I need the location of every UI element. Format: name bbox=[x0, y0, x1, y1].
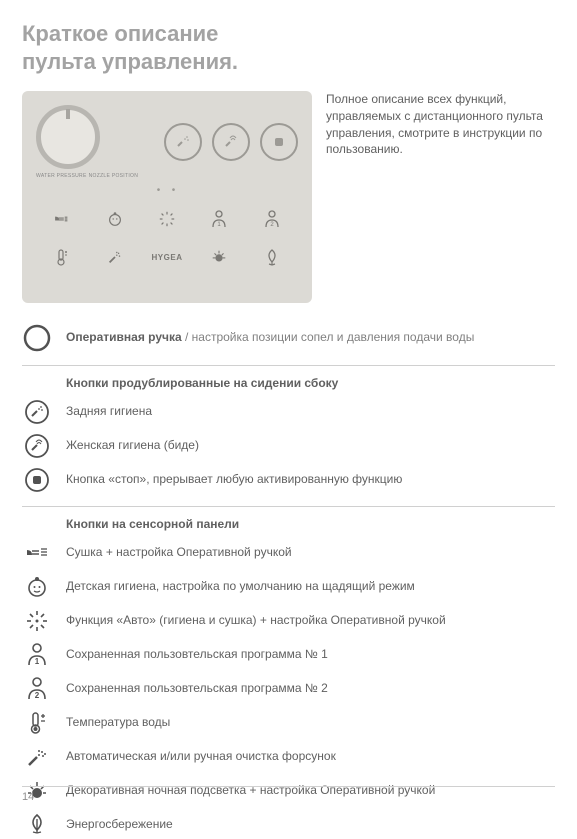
user2-icon: 2 bbox=[22, 677, 52, 701]
list-item: Температура воды bbox=[22, 709, 555, 737]
child-icon bbox=[94, 202, 134, 236]
auto-icon bbox=[22, 610, 52, 632]
side-buttons-heading: Кнопки продублированные на сидении сбоку bbox=[66, 376, 555, 390]
temperature-icon bbox=[42, 240, 82, 274]
user1-icon: 1 bbox=[22, 643, 52, 667]
front-wash-icon bbox=[212, 123, 250, 161]
list-item: Сушка + настройка Оперативной ручкой bbox=[22, 539, 555, 567]
list-item: Энергосбережение bbox=[22, 811, 555, 839]
clean-icon bbox=[94, 240, 134, 274]
user1-icon: 1 bbox=[199, 202, 239, 236]
list-item: Детская гигиена, настройка по умолчанию … bbox=[22, 573, 555, 601]
control-panel-illustration: WATER PRESSURE NOZZLE POSITION • • 1 2 bbox=[22, 91, 312, 303]
knob-row: Оперативная ручка / настройка позиции со… bbox=[22, 323, 555, 353]
list-item: Автоматическая и/или ручная очистка форс… bbox=[22, 743, 555, 771]
dryer-icon bbox=[42, 202, 82, 236]
touch-panel-heading: Кнопки на сенсорной панели bbox=[66, 517, 555, 531]
svg-text:2: 2 bbox=[270, 222, 274, 228]
auto-icon bbox=[147, 202, 187, 236]
divider bbox=[22, 506, 555, 507]
list-item: Женская гигиена (биде) bbox=[22, 432, 555, 460]
dial-icon bbox=[36, 105, 100, 169]
page-title: Краткое описание пульта управления. bbox=[22, 20, 555, 75]
panel-icon-grid: 1 2 HYGEA bbox=[36, 202, 298, 274]
child-icon bbox=[22, 576, 52, 598]
temperature-icon bbox=[22, 711, 52, 735]
rear-wash-icon bbox=[22, 399, 52, 425]
svg-text:1: 1 bbox=[35, 657, 40, 666]
page-number: 14 bbox=[22, 786, 555, 803]
top-row: WATER PRESSURE NOZZLE POSITION • • 1 2 bbox=[22, 91, 555, 303]
divider bbox=[22, 365, 555, 366]
svg-text:1: 1 bbox=[218, 222, 222, 228]
knob-icon bbox=[22, 323, 52, 353]
list-item: Задняя гигиена bbox=[22, 398, 555, 426]
dial-labels: WATER PRESSURE NOZZLE POSITION bbox=[36, 173, 138, 179]
nightlight-icon bbox=[199, 240, 239, 274]
list-item: 1 Сохраненная пользовтельская программа … bbox=[22, 641, 555, 669]
svg-text:2: 2 bbox=[35, 691, 40, 700]
list-item: 2 Сохраненная пользовтельская программа … bbox=[22, 675, 555, 703]
eco-icon bbox=[22, 813, 52, 837]
stop-icon bbox=[22, 467, 52, 493]
clean-icon bbox=[22, 746, 52, 768]
front-wash-icon bbox=[22, 433, 52, 459]
user2-icon: 2 bbox=[252, 202, 292, 236]
eco-icon bbox=[252, 240, 292, 274]
list-item: Кнопка «стоп», прерывает любую активиров… bbox=[22, 466, 555, 494]
hygea-label: HYGEA bbox=[147, 240, 187, 274]
rear-wash-icon bbox=[164, 123, 202, 161]
intro-text: Полное описание всех функций, управляемы… bbox=[326, 91, 555, 158]
dryer-icon bbox=[22, 543, 52, 563]
panel-indicator-dots: • • bbox=[36, 185, 298, 196]
stop-icon bbox=[260, 123, 298, 161]
list-item: Функция «Авто» (гигиена и сушка) + настр… bbox=[22, 607, 555, 635]
